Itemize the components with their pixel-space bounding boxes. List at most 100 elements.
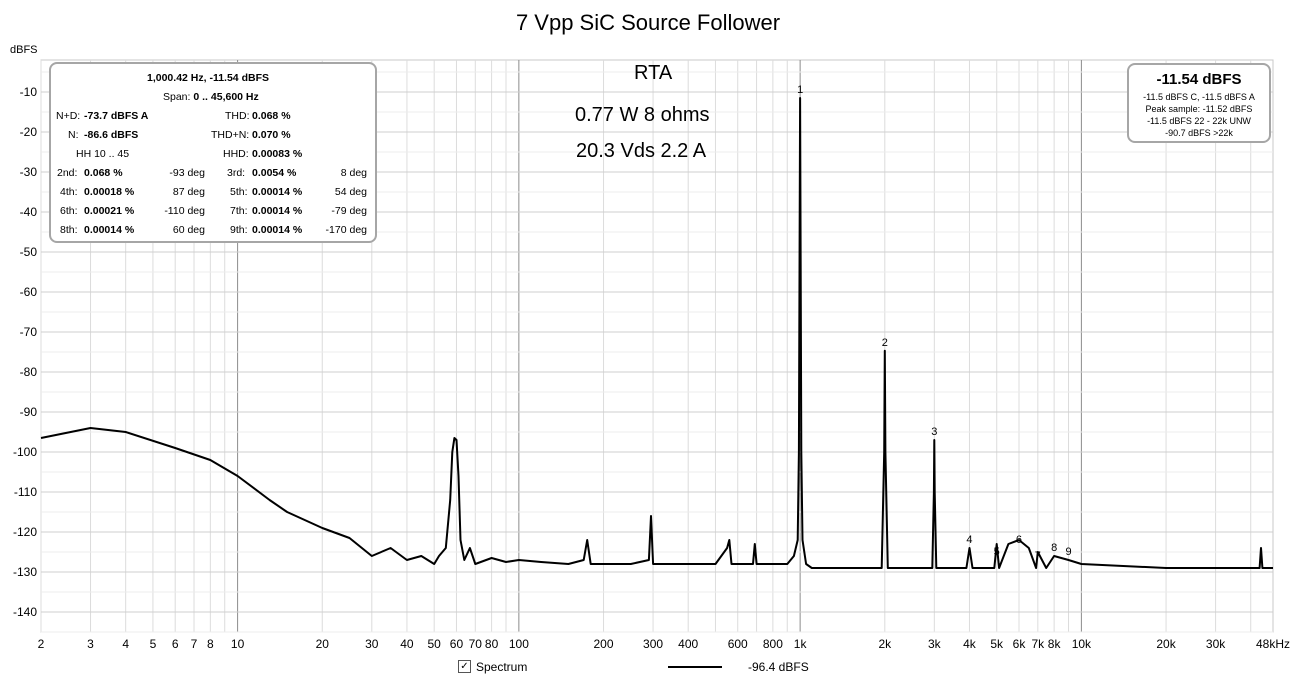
harmonic-label: 6th:: [60, 205, 78, 217]
y-tick-label: -100: [13, 445, 37, 459]
chart-title: 7 Vpp SiC Source Follower: [516, 10, 780, 35]
x-tick-label: 100: [509, 637, 529, 651]
y-tick-label: -110: [14, 485, 37, 499]
harmonic-phase: 54 deg: [334, 186, 367, 198]
x-tick-label: 3k: [928, 637, 942, 651]
x-tick-label: 6k: [1013, 637, 1027, 651]
spectrum-series-line: [40, 97, 1273, 569]
x-tick-label: 600: [728, 637, 748, 651]
x-tick-label: 50: [428, 637, 442, 651]
harmonic-value: 0.00014 %: [84, 224, 135, 236]
harmonic-value: 0.00021 %: [84, 205, 135, 217]
x-tick-label: 20: [316, 637, 330, 651]
harmonic-marker-label: 4: [966, 534, 972, 546]
legend-cursor-value: -96.4 dBFS: [748, 660, 809, 674]
stats-thd-value: 0.068 %: [252, 110, 291, 122]
harmonic-phase: 60 deg: [172, 224, 205, 236]
y-tick-label: -30: [20, 165, 38, 179]
harmonic-label: 9th:: [230, 224, 248, 236]
x-tick-label: 30: [365, 637, 379, 651]
series-layer: [40, 97, 1273, 569]
y-axis-ticks: -10 -20 -30 -40 -50 -60 -70 -80 -90 -100 -110 -120 -…: [13, 85, 37, 619]
x-tick-label: 10k: [1072, 637, 1092, 651]
y-tick-label: -120: [13, 525, 37, 539]
harmonic-value: 0.00014 %: [252, 205, 303, 217]
x-tick-label: 2k: [878, 637, 892, 651]
x-tick-label: 7k: [1031, 637, 1045, 651]
x-tick-label: 4k: [963, 637, 977, 651]
harmonic-marker-label: 7: [1035, 550, 1041, 562]
harmonic-markers: 1 2 3 4 5 6 78 9: [797, 84, 1072, 562]
x-tick-label: 200: [594, 637, 614, 651]
harmonic-value: 0.00018 %: [84, 186, 135, 198]
y-tick-label: -60: [20, 285, 38, 299]
stats-hhd-value: 0.00083 %: [252, 148, 303, 160]
level-above-22k: -90.7 dBFS >22k: [1165, 128, 1233, 138]
harmonic-value: 0.00014 %: [252, 224, 303, 236]
stats-thdn-label: THD+N:: [211, 129, 250, 141]
x-tick-label: 1k: [794, 637, 808, 651]
x-tick-label: 48kHz: [1256, 637, 1290, 651]
x-axis-ticks: 2 3 4 5 6 7 8 10 20 30 40 50 60 70 80 100 200 300 400 600 80…: [38, 637, 1290, 651]
x-tick-label: 5k: [990, 637, 1004, 651]
level-weighted: -11.5 dBFS C, -11.5 dBFS A: [1143, 92, 1255, 102]
x-tick-label: 30k: [1206, 637, 1226, 651]
x-tick-label: 70: [469, 637, 483, 651]
harmonic-value: 0.068 %: [84, 167, 123, 179]
x-tick-label: 8k: [1048, 637, 1062, 651]
level-main-value: -11.54 dBFS: [1156, 71, 1242, 88]
bias-annotation: 20.3 Vds 2.2 A: [576, 140, 707, 162]
stats-nd-value: -73.7 dBFS A: [84, 110, 149, 122]
y-tick-label: -40: [20, 205, 38, 219]
x-tick-label: 40: [400, 637, 414, 651]
x-tick-label: 5: [150, 637, 157, 651]
x-tick-label: 300: [643, 637, 663, 651]
harmonic-marker-label: 6: [1016, 534, 1022, 546]
x-tick-label: 20k: [1156, 637, 1176, 651]
harmonic-marker-label: 2: [882, 337, 888, 349]
x-tick-label: 80: [485, 637, 499, 651]
y-tick-label: -10: [20, 85, 38, 99]
harmonic-marker-label: 9: [1065, 546, 1071, 558]
harmonic-phase: -79 deg: [331, 205, 367, 217]
x-tick-label: 10: [231, 637, 245, 651]
x-tick-label: 4: [122, 637, 129, 651]
harmonic-phase: -170 deg: [325, 224, 367, 236]
level-unweighted: -11.5 dBFS 22 - 22k UNW: [1147, 116, 1251, 126]
harmonic-marker-label: 3: [931, 426, 937, 438]
harmonic-marker-label: 8: [1051, 542, 1057, 554]
stats-thd-label: THD:: [225, 110, 250, 122]
x-tick-label: 60: [450, 637, 464, 651]
harmonic-marker-label: 5: [994, 546, 1000, 558]
level-peak-sample: Peak sample: -11.52 dBFS: [1145, 104, 1253, 114]
harmonic-label: 7th:: [230, 205, 248, 217]
stats-span-label: Span: 0 .. 45,600 Hz: [163, 91, 259, 103]
spectrum-visibility-checkbox[interactable]: ✓: [458, 660, 471, 673]
x-tick-label: 400: [678, 637, 698, 651]
stats-n-value: -86.6 dBFS: [84, 129, 139, 141]
power-annotation: 0.77 W 8 ohms: [575, 104, 710, 126]
stats-n-label: N:: [68, 129, 79, 141]
y-tick-label: -50: [20, 245, 38, 259]
stats-nd-label: N+D:: [56, 110, 81, 122]
harmonic-phase: -93 deg: [169, 167, 205, 179]
stats-fundamental: 1,000.42 Hz, -11.54 dBFS: [147, 72, 269, 84]
x-tick-label: 6: [172, 637, 179, 651]
y-tick-label: -140: [13, 605, 37, 619]
harmonic-phase: -110 deg: [164, 205, 205, 217]
rta-label: RTA: [634, 62, 673, 84]
level-readout-box: -11.54 dBFS -11.5 dBFS C, -11.5 dBFS A P…: [1127, 63, 1271, 143]
harmonic-label: 2nd:: [57, 167, 78, 179]
harmonic-label: 8th:: [60, 224, 78, 236]
harmonic-value: 0.0054 %: [252, 167, 297, 179]
legend-series-label: Spectrum: [476, 660, 527, 674]
harmonic-label: 5th:: [230, 186, 248, 198]
y-tick-label: -130: [13, 565, 37, 579]
x-tick-label: 2: [38, 637, 45, 651]
x-tick-label: 7: [191, 637, 198, 651]
y-axis-unit-label: dBFS: [10, 44, 38, 56]
y-tick-label: -70: [20, 325, 38, 339]
stats-hh-label: HH 10 .. 45: [76, 148, 130, 160]
y-tick-label: -80: [20, 365, 38, 379]
x-tick-label: 800: [763, 637, 783, 651]
